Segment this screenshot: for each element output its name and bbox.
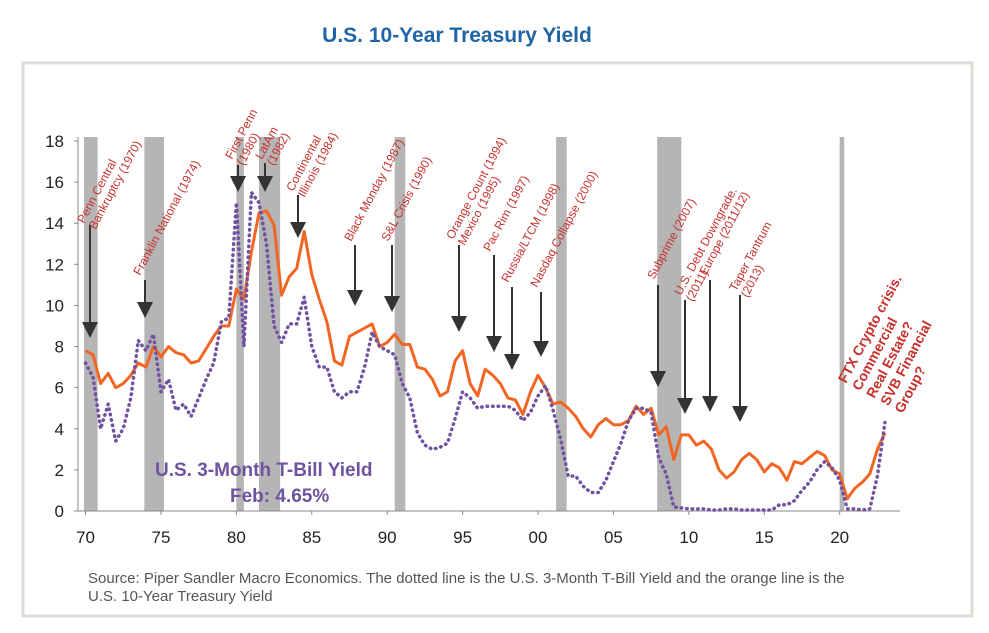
recession-bar <box>556 137 567 511</box>
x-tick-label: 85 <box>302 528 321 547</box>
chart-title: U.S. 10-Year Treasury Yield <box>322 24 592 47</box>
y-tick-label: 0 <box>55 502 64 521</box>
recession-bar <box>236 137 244 511</box>
x-tick-label: 90 <box>378 528 397 547</box>
annotation: ContinentalIllinois (1984) <box>283 124 340 200</box>
x-tick-label: 80 <box>227 528 246 547</box>
annotation: Taper Tantrum(2013) <box>726 219 786 299</box>
y-tick-label: 16 <box>45 173 64 192</box>
annotation: Franklin National (1974) <box>130 158 202 278</box>
y-tick-label: 18 <box>45 132 64 151</box>
recession-bar <box>657 137 682 511</box>
x-tick-label: 20 <box>830 528 849 547</box>
recession-bar <box>394 137 406 511</box>
x-tick-label: 00 <box>529 528 548 547</box>
x-tick-label: 75 <box>151 528 170 547</box>
series-label: U.S. 3-Month T-Bill Yield <box>155 460 372 481</box>
recession-bar <box>839 137 845 511</box>
y-tick-label: 14 <box>45 214 64 233</box>
source-note: Source: Piper Sandler Macro Economics. T… <box>88 570 845 587</box>
x-tick-label: 95 <box>453 528 472 547</box>
source-note: U.S. 10-Year Treasury Yield <box>88 588 273 605</box>
x-tick-label: 15 <box>755 528 774 547</box>
recession-bar <box>258 137 281 511</box>
x-tick-label: 70 <box>76 528 95 547</box>
y-tick-label: 2 <box>55 461 64 480</box>
series-note: Feb: 4.65% <box>230 486 329 507</box>
y-tick-label: 12 <box>45 255 64 274</box>
x-tick-label: 05 <box>604 528 623 547</box>
annotation: FTX Crypto crisis.CommercialReal Estate?… <box>835 272 962 415</box>
recession-bar <box>144 137 164 511</box>
y-tick-label: 6 <box>55 379 64 398</box>
series-line <box>83 190 887 512</box>
y-tick-label: 4 <box>55 420 64 439</box>
frame <box>21 61 974 618</box>
series-line <box>84 209 887 501</box>
x-tick-label: 10 <box>679 528 698 547</box>
y-tick-label: 10 <box>45 296 64 315</box>
annotation-line: Franklin National (1974) <box>130 158 202 278</box>
y-tick-label: 8 <box>55 338 64 357</box>
annotation: LatAm(1982) <box>252 124 292 167</box>
